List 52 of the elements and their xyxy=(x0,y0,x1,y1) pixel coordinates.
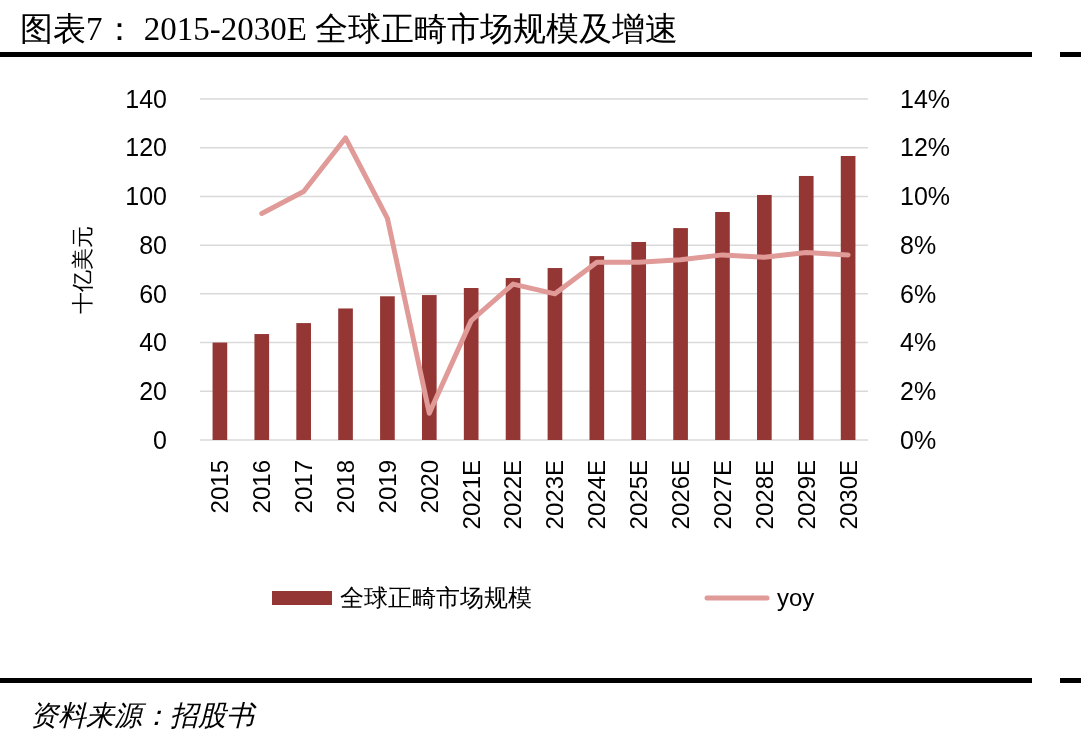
y2-tick-label: 6% xyxy=(900,279,937,308)
bar xyxy=(757,194,772,440)
x-tick-label: 2022E xyxy=(499,460,527,530)
x-tick-label: 2021E xyxy=(457,460,485,530)
y-tick-label: 0 xyxy=(153,425,167,454)
x-tick-label: 2030E xyxy=(834,460,862,530)
legend-label: 全球正畸市场规模 xyxy=(340,584,532,613)
x-tick-label: 2024E xyxy=(583,460,611,530)
bar xyxy=(338,308,353,440)
x-tick-label: 2016 xyxy=(248,460,276,514)
bar xyxy=(212,342,228,440)
y-tick-label: 40 xyxy=(139,328,167,357)
y-tick-label: 60 xyxy=(139,279,167,308)
y-tick-label: 80 xyxy=(139,230,167,259)
bar xyxy=(673,228,688,440)
bar xyxy=(505,278,521,440)
bar xyxy=(547,268,563,440)
legend-label: yoy xyxy=(777,584,815,612)
y2-tick-label: 12% xyxy=(900,133,951,162)
y2-tick-label: 8% xyxy=(900,230,937,259)
y-axis-title: 十亿美元 xyxy=(69,225,95,314)
y-tick-label: 140 xyxy=(125,84,167,113)
x-tick-label: 2020 xyxy=(415,460,443,514)
x-tick-label: 2027E xyxy=(708,460,736,530)
bar xyxy=(798,175,814,440)
bar xyxy=(589,256,605,440)
x-tick-label: 2017 xyxy=(290,460,318,514)
x-tick-label: 2015 xyxy=(206,460,234,514)
y2-tick-label: 0% xyxy=(900,425,937,454)
bar xyxy=(715,212,730,440)
bar xyxy=(296,323,311,440)
y-tick-label: 100 xyxy=(125,182,167,211)
y-tick-label: 120 xyxy=(125,133,167,162)
bar xyxy=(631,241,647,440)
x-tick-label: 2018 xyxy=(331,460,359,514)
x-tick-label: 2029E xyxy=(792,460,820,530)
y2-tick-label: 2% xyxy=(900,377,937,406)
bar xyxy=(254,334,270,440)
x-tick-label: 2028E xyxy=(750,460,778,530)
y2-tick-label: 4% xyxy=(900,328,937,357)
x-tick-label: 2023E xyxy=(541,460,569,530)
x-tick-label: 2025E xyxy=(625,460,653,530)
bar xyxy=(840,156,856,440)
x-tick-label: 2019 xyxy=(373,460,401,514)
text: 资料来源：招股书 xyxy=(30,699,257,732)
x-tick-label: 2026E xyxy=(666,460,694,530)
bar xyxy=(463,288,479,440)
y-tick-label: 20 xyxy=(139,377,167,406)
chart-title: 图表7： 2015-2030E 全球正畸市场规模及增速 xyxy=(20,11,679,47)
bar xyxy=(380,296,395,440)
y2-tick-label: 14% xyxy=(900,84,951,113)
y2-tick-label: 10% xyxy=(900,182,951,211)
